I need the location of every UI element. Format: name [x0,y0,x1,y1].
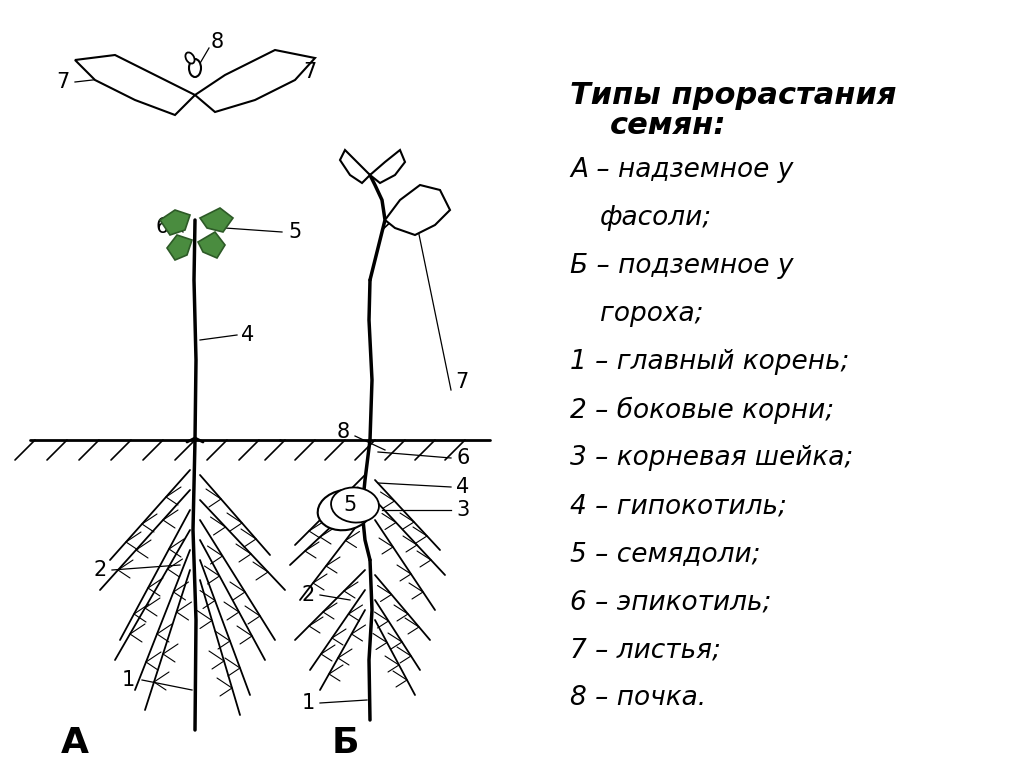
Text: 2: 2 [301,585,314,605]
Text: 6 – эпикотиль;: 6 – эпикотиль; [570,589,771,615]
Polygon shape [200,208,233,232]
Polygon shape [167,235,193,260]
Text: 4: 4 [242,325,255,345]
Text: 5: 5 [343,495,356,515]
Text: 6: 6 [457,448,470,468]
Text: 4: 4 [457,477,470,497]
Text: 7 – листья;: 7 – листья; [570,637,721,663]
Text: 3 – корневая шейка;: 3 – корневая шейка; [570,445,853,471]
Text: гороха;: гороха; [600,301,703,327]
Text: 7: 7 [56,72,70,92]
Text: 8 – почка.: 8 – почка. [570,685,707,711]
Text: 8: 8 [211,32,223,52]
Ellipse shape [331,488,379,522]
Ellipse shape [189,59,201,77]
Polygon shape [370,150,406,183]
Text: 3: 3 [457,500,470,520]
Text: 5 – семядоли;: 5 – семядоли; [570,541,761,567]
Polygon shape [385,185,450,235]
Text: 5: 5 [289,222,302,242]
Text: 8: 8 [337,422,349,442]
Text: 4 – гипокотиль;: 4 – гипокотиль; [570,493,786,519]
Text: Б: Б [331,726,358,760]
Ellipse shape [185,52,195,64]
Text: Б – подземное у: Б – подземное у [570,253,794,279]
Text: 1: 1 [301,693,314,713]
Text: А: А [61,726,89,760]
Text: 1: 1 [122,670,134,690]
Polygon shape [198,232,225,258]
Text: 2 – боковые корни;: 2 – боковые корни; [570,397,835,423]
Text: 7: 7 [456,372,469,392]
Polygon shape [340,150,370,183]
Ellipse shape [317,490,373,530]
Polygon shape [75,55,195,115]
Polygon shape [160,210,190,235]
Text: 7: 7 [303,62,316,82]
Text: 1 – главный корень;: 1 – главный корень; [570,349,849,375]
Text: семян:: семян: [610,110,727,140]
Text: фасоли;: фасоли; [600,205,712,231]
Text: 6: 6 [156,217,169,237]
Text: Типы прорастания: Типы прорастания [570,81,896,110]
Text: 2: 2 [93,560,106,580]
Text: А – надземное у: А – надземное у [570,157,794,183]
Polygon shape [195,50,315,112]
